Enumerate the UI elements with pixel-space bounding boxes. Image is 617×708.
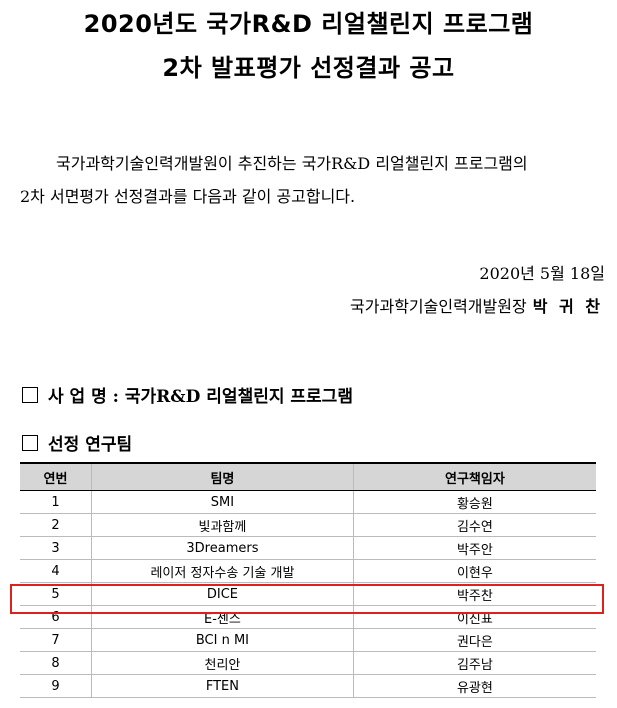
row-investigator: 박주찬 (352, 582, 596, 606)
row-team-name: E-센스 (91, 605, 354, 629)
paragraph-line-2: 2차 서면평가 선정결과를 다음과 같이 공고합니다. (20, 187, 356, 206)
table-row: 9 FTEN 유광현 (20, 674, 596, 698)
row-number: 1 (20, 490, 92, 514)
row-team-name: FTEN (91, 674, 354, 698)
selected-teams-table: 연번 팀명 연구책임자 1 SMI 황승원 2 빛과함께 김수연 3 3Dreamers 박… (20, 462, 596, 698)
table-row: 6 E-센스 이진표 (20, 605, 596, 629)
table-row: 7 BCI n MI 권다은 (20, 628, 596, 652)
row-team-name: 레이저 정자수송 기술 개발 (91, 559, 354, 583)
section-selected-teams-text: 선정 연구팀 (48, 435, 133, 455)
table-row: 3 3Dreamers 박주안 (20, 536, 596, 560)
header-team-name: 팀명 (91, 462, 354, 491)
checkbox-square-icon (22, 435, 38, 451)
title-line-2: 2차 발표평가 선정결과 공고 (162, 54, 455, 82)
row-team-name: 천리안 (91, 651, 354, 675)
row-number: 9 (20, 674, 92, 698)
row-number: 8 (20, 651, 92, 675)
checkbox-square-icon (22, 387, 38, 403)
table-row: 2 빛과함께 김수연 (20, 513, 596, 537)
row-investigator: 박주안 (352, 536, 596, 560)
header-number: 연번 (20, 462, 92, 491)
row-number: 6 (20, 605, 92, 629)
row-investigator: 유광현 (352, 674, 596, 698)
row-investigator: 권다은 (352, 628, 596, 652)
row-number: 5 (20, 582, 92, 606)
table-row: 1 SMI 황승원 (20, 490, 596, 514)
table-row: 4 레이저 정자수송 기술 개발 이현우 (20, 559, 596, 583)
announcement-date: 2020년 5월 18일 (479, 264, 605, 283)
issuer: 국가과학기술인력개발원장 박 귀 찬 (350, 293, 603, 317)
row-number: 7 (20, 628, 92, 652)
section-project-name-text: 사 업 명 : 국가R&D 리얼챌린지 프로그램 (48, 387, 353, 407)
section-project-name: 사 업 명 : 국가R&D 리얼챌린지 프로그램 (22, 382, 353, 407)
title-line-1: 2020년도 국가R&D 리얼챌린지 프로그램 (83, 10, 534, 38)
table-row: 8 천리안 김주남 (20, 651, 596, 675)
row-team-name: DICE (91, 582, 354, 606)
issuer-org: 국가과학기술인력개발원장 (350, 297, 527, 316)
header-principal-investigator: 연구책임자 (352, 462, 596, 491)
row-team-name: 3Dreamers (91, 536, 354, 560)
row-team-name: 빛과함께 (91, 513, 354, 537)
row-investigator: 이진표 (352, 605, 596, 629)
row-investigator: 김수연 (352, 513, 596, 537)
row-number: 4 (20, 559, 92, 583)
row-number: 3 (20, 536, 92, 560)
issuer-signer: 박 귀 찬 (532, 297, 603, 316)
row-team-name: SMI (91, 490, 354, 514)
row-investigator: 김주남 (352, 651, 596, 675)
row-number: 2 (20, 513, 92, 537)
paragraph-line-1: 국가과학기술인력개발원이 추진하는 국가R&D 리얼챌린지 프로그램의 (56, 154, 528, 173)
row-investigator: 이현우 (352, 559, 596, 583)
table-header-row: 연번 팀명 연구책임자 (20, 462, 596, 491)
table-row-highlighted: 5 DICE 박주찬 (20, 582, 596, 606)
row-team-name: BCI n MI (91, 628, 354, 652)
section-selected-teams: 선정 연구팀 (22, 430, 132, 455)
row-investigator: 황승원 (352, 490, 596, 514)
highlight-box (10, 584, 604, 614)
